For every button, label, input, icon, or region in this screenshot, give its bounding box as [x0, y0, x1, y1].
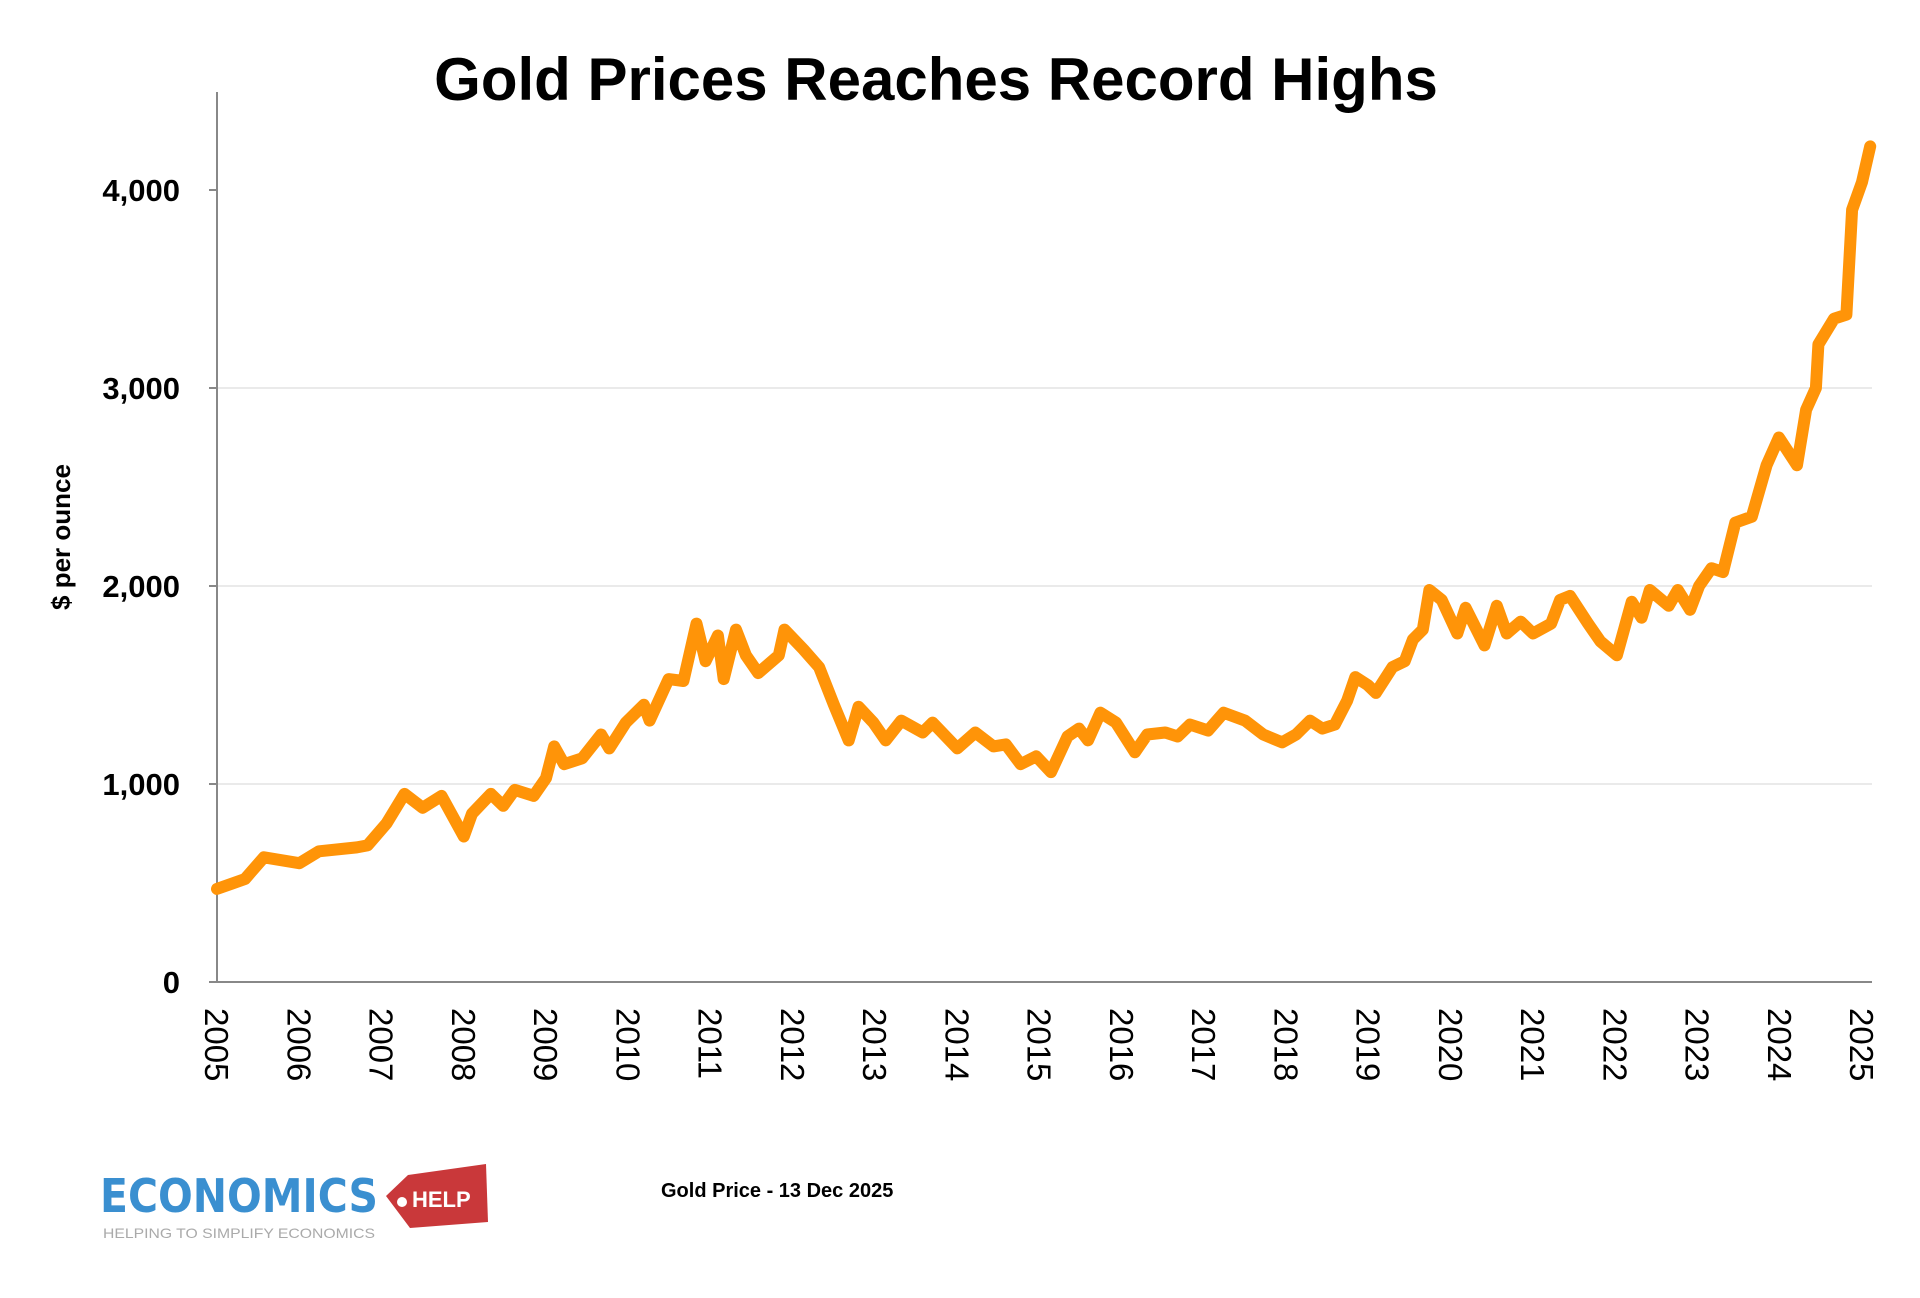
- y-tick-label: 1,000: [102, 767, 180, 802]
- x-tick-label: 2008: [445, 1008, 482, 1081]
- x-tick-label: 2022: [1596, 1008, 1633, 1081]
- y-tick-label: 3,000: [102, 371, 180, 406]
- y-tick-label: 4,000: [102, 173, 180, 208]
- x-tick-label: 2014: [938, 1008, 975, 1081]
- gold-price-line: [211, 140, 1877, 895]
- y-axis-label: $ per ounce: [46, 464, 76, 610]
- logo-tag-hole: [397, 1197, 407, 1207]
- x-tick-label: 2019: [1350, 1008, 1387, 1081]
- x-tick-label: 2018: [1267, 1008, 1304, 1081]
- x-tick-label: 2011: [692, 1008, 729, 1079]
- logo-tagline: HELPING TO SIMPLIFY ECONOMICS: [103, 1225, 375, 1241]
- logo-tag: HELP: [412, 1187, 471, 1212]
- economics-help-logo: ECONOMICS HELP HELPING TO SIMPLIFY ECONO…: [100, 1164, 488, 1241]
- x-tick-label: 2006: [280, 1008, 317, 1081]
- x-tick-label: 2017: [1185, 1008, 1222, 1081]
- x-tick-label: 2023: [1679, 1008, 1716, 1081]
- x-tick-label: 2024: [1761, 1008, 1798, 1081]
- x-tick-label: 2013: [856, 1008, 893, 1081]
- x-tick-label: 2012: [774, 1008, 811, 1081]
- logo-main: ECONOMICS: [100, 1169, 378, 1223]
- x-tick-label: 2015: [1021, 1008, 1058, 1081]
- y-tick-label: 2,000: [102, 569, 180, 604]
- y-tick-label: 0: [163, 965, 180, 1000]
- x-tick-label: 2007: [363, 1008, 400, 1081]
- x-tick-label: 2025: [1843, 1008, 1880, 1081]
- x-tick-label: 2016: [1103, 1008, 1140, 1081]
- x-tick-label: 2005: [198, 1008, 235, 1081]
- x-tick-label: 2020: [1432, 1008, 1469, 1081]
- chart-title: Gold Prices Reaches Record Highs: [434, 46, 1438, 113]
- x-tick-label: 2010: [609, 1008, 646, 1081]
- x-tick-label: 2009: [527, 1008, 564, 1081]
- logo-tag-shape: [386, 1164, 488, 1228]
- x-tick-label: 2021: [1514, 1008, 1551, 1081]
- footnote: Gold Price - 13 Dec 2025: [661, 1180, 893, 1202]
